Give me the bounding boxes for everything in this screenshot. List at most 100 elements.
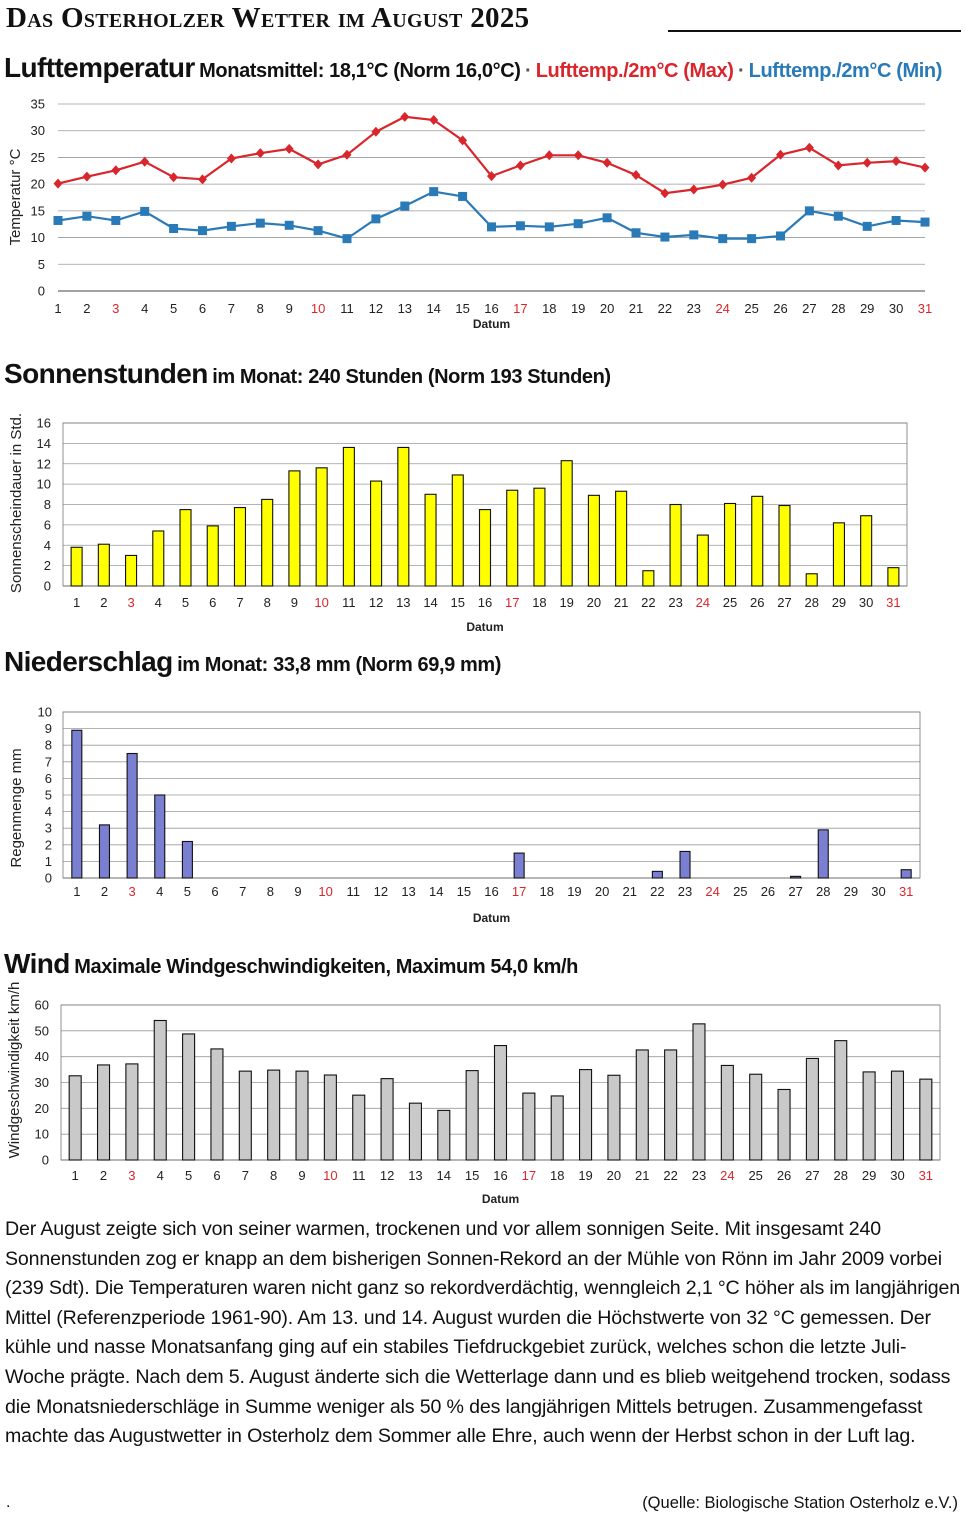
x-tick-label: 26 <box>777 1168 791 1183</box>
bar <box>98 824 111 879</box>
x-tick-label: 11 <box>347 884 361 899</box>
min-temperature-point <box>111 215 121 225</box>
max-temperature-point <box>82 171 92 182</box>
x-tick-label: 11 <box>340 301 354 316</box>
temperature-heading-row: Lufttemperatur Monatsmittel: 18,1°C (Nor… <box>4 52 942 84</box>
x-tick-label: 2 <box>100 1168 107 1183</box>
bar <box>642 570 655 587</box>
x-tick-label: 9 <box>291 595 298 610</box>
y-tick-label: 2 <box>44 558 51 573</box>
bar <box>397 446 410 587</box>
max-temperature-point <box>776 149 785 160</box>
x-tick-label: 23 <box>687 301 701 316</box>
x-tick-label: 7 <box>236 595 243 610</box>
bar <box>288 470 301 587</box>
bar <box>720 1064 734 1161</box>
y-tick-label: 9 <box>45 721 52 736</box>
x-tick-label: 9 <box>294 884 301 899</box>
bar <box>679 850 691 879</box>
x-tick-label: 31 <box>886 595 900 610</box>
x-tick-label: 28 <box>834 1168 848 1183</box>
max-temperature-point <box>198 174 207 185</box>
x-tick-label: 19 <box>559 595 573 610</box>
bar <box>506 489 519 587</box>
max-temperature-point <box>255 148 265 159</box>
y-tick-label: 3 <box>45 821 52 836</box>
max-temperature-point <box>53 178 63 189</box>
bar <box>862 1071 876 1161</box>
bar <box>513 852 525 879</box>
x-tick-label: 30 <box>871 884 885 899</box>
x-tick-label: 3 <box>127 595 134 610</box>
x-tick-label: 20 <box>607 1168 621 1183</box>
x-tick-label: 4 <box>157 1168 164 1183</box>
x-tick-label: 27 <box>802 301 816 316</box>
max-temperature-point <box>458 135 468 146</box>
bar <box>834 1040 848 1161</box>
x-tick-label: 23 <box>678 884 692 899</box>
x-tick-label: 27 <box>788 884 802 899</box>
bar <box>315 467 328 587</box>
summary-text: Der August zeigte sich von seiner warmen… <box>5 1218 961 1448</box>
y-tick-label: 10 <box>31 230 45 245</box>
y-tick-label: 15 <box>31 203 45 218</box>
bar <box>817 829 829 879</box>
bar <box>664 1049 678 1161</box>
bar <box>587 494 600 587</box>
x-tick-label: 22 <box>650 884 664 899</box>
min-temperature-line <box>57 190 926 240</box>
legend-min: Lufttemp./2m°C (Min) <box>748 60 943 82</box>
min-temperature-point <box>458 191 468 201</box>
x-tick-label: 25 <box>744 301 758 316</box>
x-tick-label: 29 <box>844 884 858 899</box>
bar <box>522 1092 536 1161</box>
max-temperature-point <box>544 150 554 161</box>
min-temperature-point <box>429 187 439 197</box>
x-tick-label: 16 <box>484 301 498 316</box>
max-temperature-point <box>169 172 179 183</box>
min-temperature-point <box>198 226 207 236</box>
sunshine-heading: Sonnenstunden <box>4 358 208 389</box>
x-tick-label: 5 <box>170 301 177 316</box>
temperature-subheading: Monatsmittel: 18,1°C (Norm 16,0°C) <box>199 60 521 82</box>
y-tick-label: 50 <box>35 1023 49 1038</box>
x-tick-label: 14 <box>437 1168 451 1183</box>
bar <box>805 1057 819 1161</box>
x-tick-label: 12 <box>380 1168 394 1183</box>
x-tick-label: 30 <box>889 301 903 316</box>
min-temperature-point <box>776 231 785 241</box>
x-axis-label: Datum <box>466 620 503 634</box>
max-temperature-point <box>226 153 236 164</box>
x-tick-label: 16 <box>493 1168 507 1183</box>
wind-subheading: Maximale Windgeschwindigkeiten, Maximum … <box>74 956 578 978</box>
x-tick-label: 17 <box>513 301 527 316</box>
bar <box>380 1078 394 1161</box>
x-tick-label: 28 <box>816 884 830 899</box>
x-tick-label: 7 <box>242 1168 249 1183</box>
source-note: (Quelle: Biologische Station Osterholz e… <box>642 1494 958 1512</box>
x-tick-label: 4 <box>141 301 148 316</box>
bar <box>370 480 383 587</box>
y-axis-label: Sonnenscheindauer in Std. <box>8 413 25 593</box>
x-tick-label: 14 <box>423 595 437 610</box>
y-tick-label: 10 <box>37 477 51 492</box>
bar <box>182 1033 196 1161</box>
x-tick-label: 5 <box>182 595 189 610</box>
x-tick-label: 12 <box>369 301 383 316</box>
bar <box>635 1049 649 1161</box>
bar <box>778 504 791 587</box>
y-tick-label: 8 <box>44 497 51 512</box>
max-temperature-point <box>891 156 901 167</box>
temperature-heading: Lufttemperatur <box>4 52 195 83</box>
x-tick-label: 25 <box>748 1168 762 1183</box>
y-tick-label: 4 <box>44 538 51 553</box>
x-tick-label: 20 <box>595 884 609 899</box>
bar <box>890 1070 905 1161</box>
y-tick-label: 14 <box>37 436 51 451</box>
max-temperature-point <box>833 160 843 171</box>
x-tick-label: 31 <box>899 884 913 899</box>
bar <box>832 522 845 587</box>
x-tick-label: 28 <box>831 301 845 316</box>
x-tick-label: 29 <box>862 1168 876 1183</box>
